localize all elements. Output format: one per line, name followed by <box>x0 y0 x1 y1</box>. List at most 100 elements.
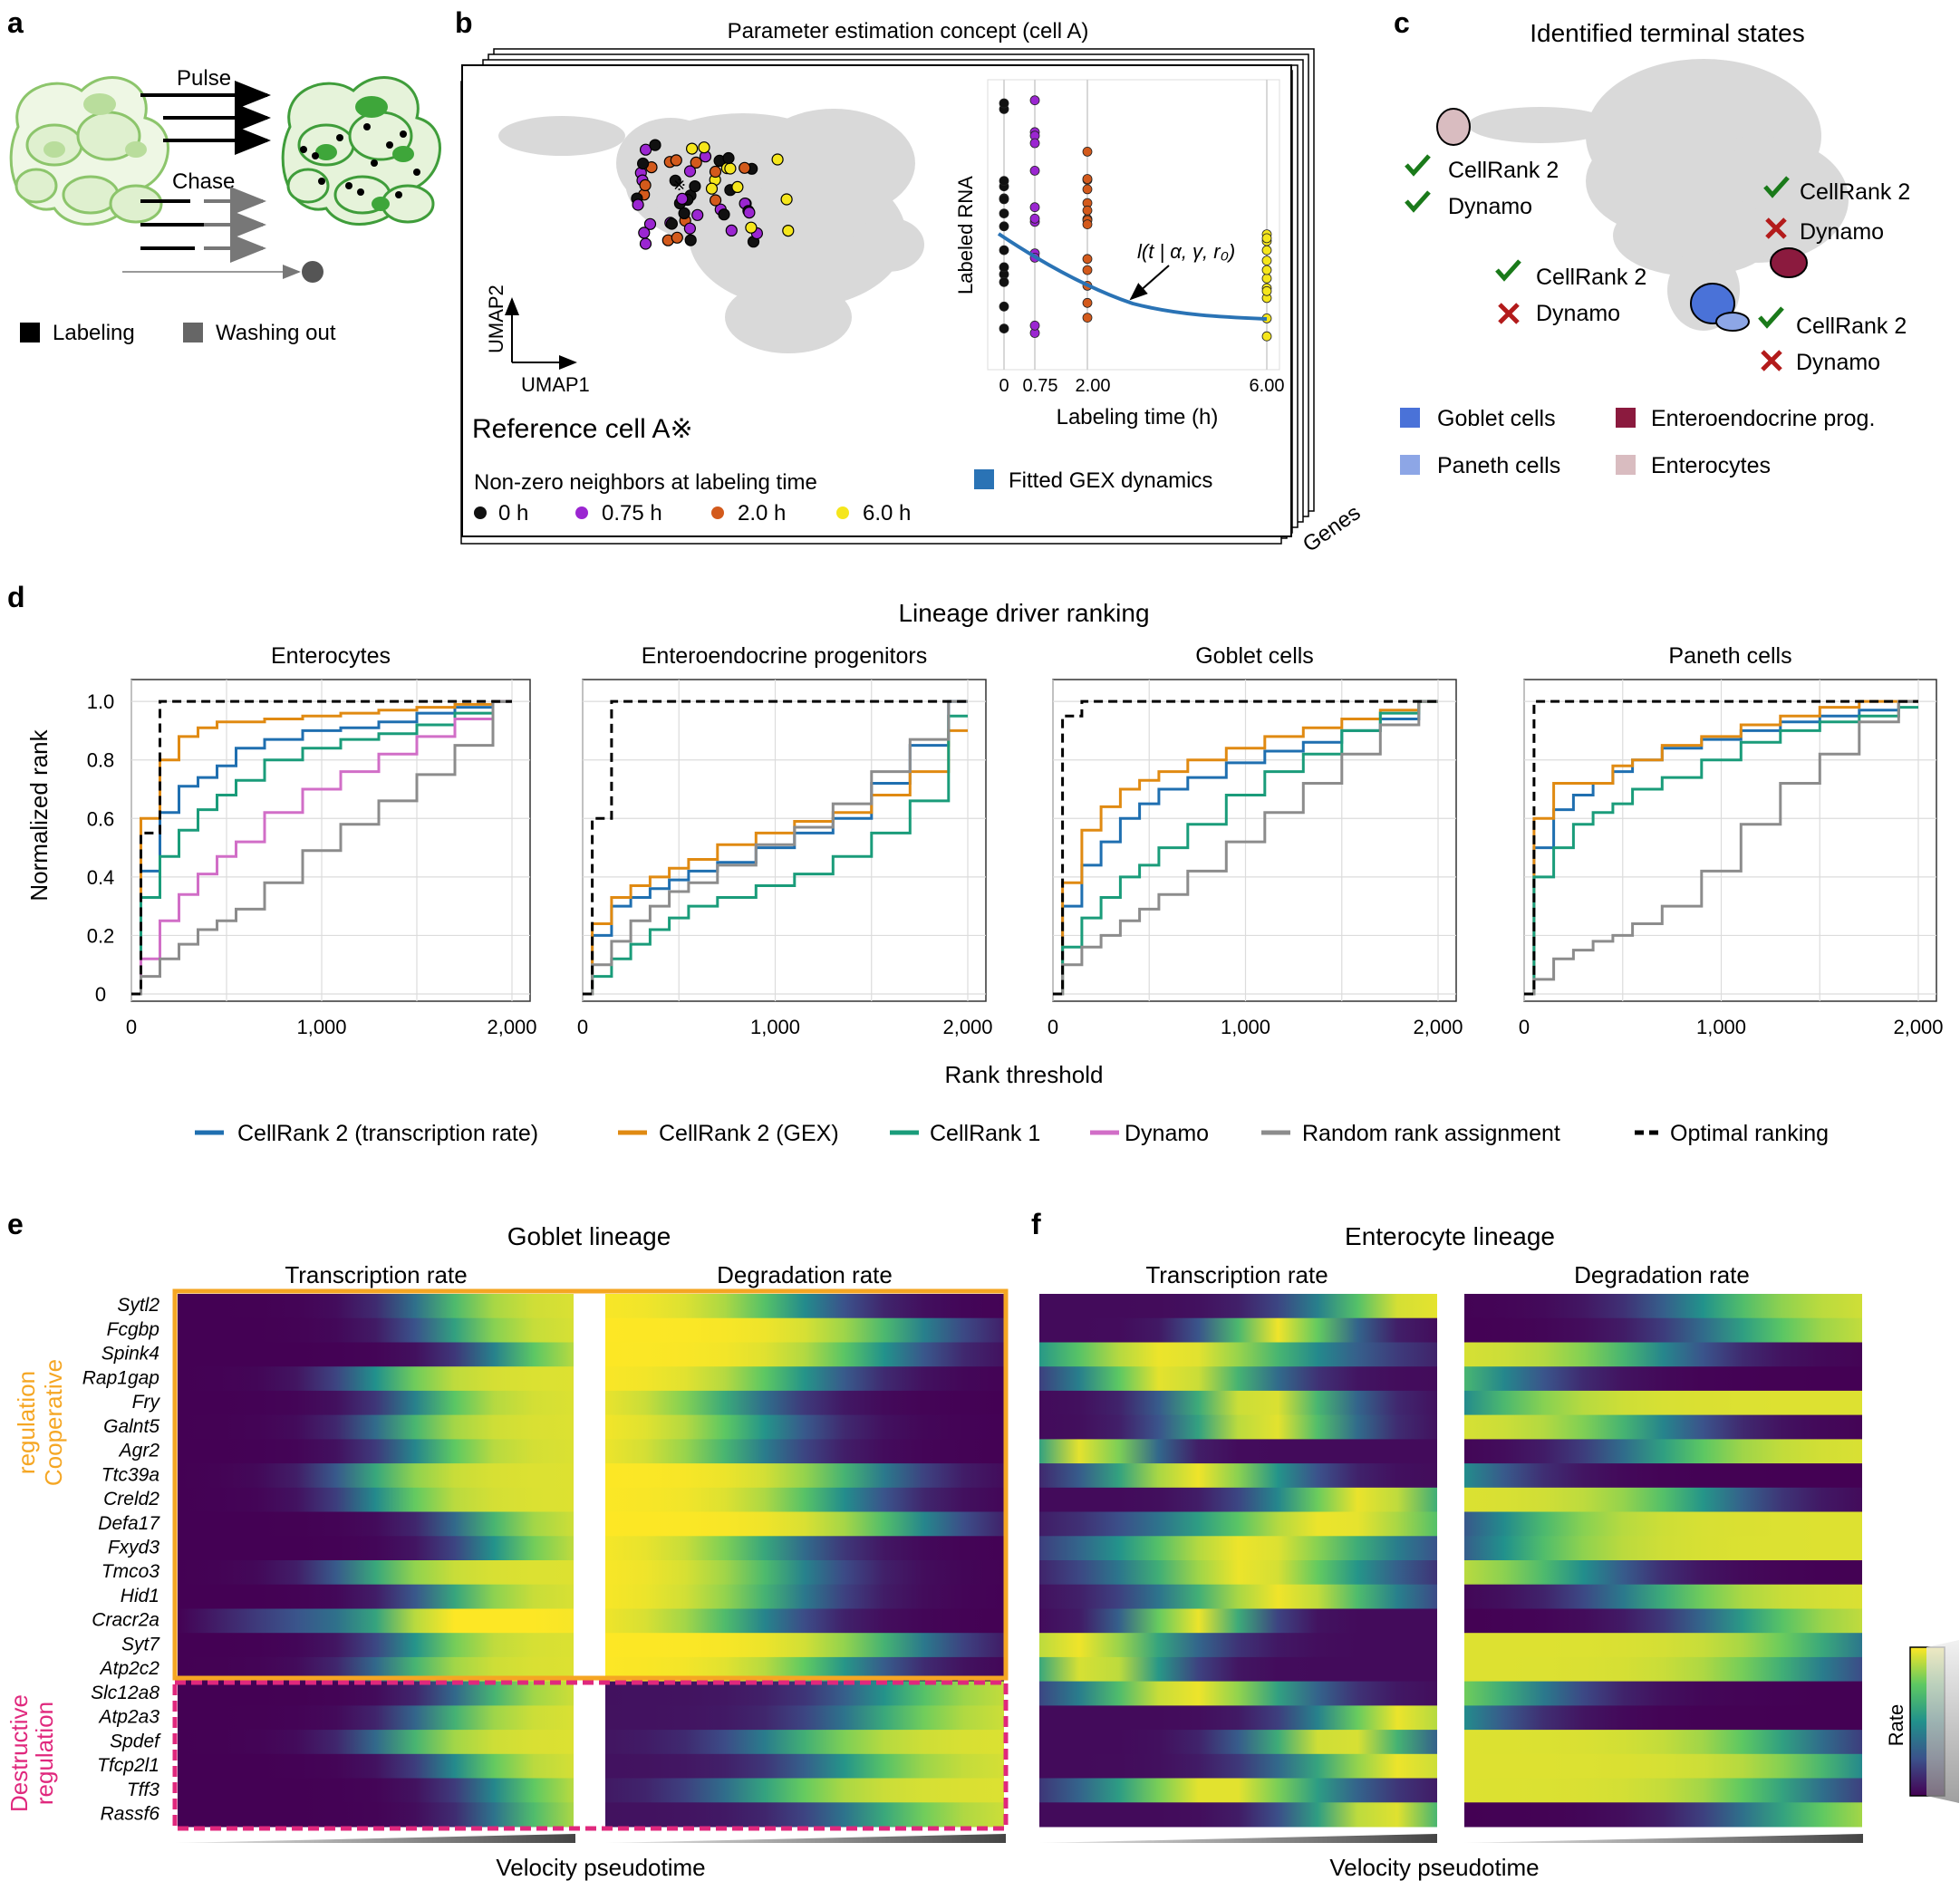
neighbor-point <box>638 227 651 239</box>
heatmap-row <box>1039 1294 1437 1319</box>
colorbar-label: Rate <box>1885 1704 1907 1746</box>
panel-e-title: Goblet lineage <box>507 1222 671 1250</box>
heatmap-row <box>605 1294 1004 1319</box>
heatmap-row <box>178 1633 574 1658</box>
heatmap-row <box>1464 1390 1862 1416</box>
neighbor-points: ※ <box>631 139 795 250</box>
neighbor-point <box>665 217 679 230</box>
heatmap-row <box>605 1317 1004 1343</box>
heatmap-row <box>1039 1705 1437 1731</box>
cooperative-label-line2: regulation <box>13 1371 40 1474</box>
neighbor-point <box>725 224 738 236</box>
neighbor-point <box>698 141 710 154</box>
series-cellrank-2-gex- <box>1053 699 1438 996</box>
e-heatmaps <box>178 1294 1004 1828</box>
gene-label: Tfcp2l1 <box>97 1755 159 1776</box>
heatmap-row <box>178 1705 574 1731</box>
gene-label: Slc12a8 <box>91 1683 159 1703</box>
svg-text:Optimal ranking: Optimal ranking <box>1670 1121 1829 1146</box>
series-optimal-ranking <box>1524 699 1918 996</box>
heatmap-row <box>1464 1487 1862 1512</box>
fitted-curve <box>997 232 1268 321</box>
heatmap-row <box>605 1802 1004 1828</box>
gene-label: Tff3 <box>127 1780 159 1800</box>
paneth-annotation: CellRank 2 Dynamo <box>1758 306 1907 375</box>
labeled-rna-point <box>1261 285 1272 296</box>
svg-text:0 h: 0 h <box>498 501 528 526</box>
heatmap-row <box>178 1342 574 1367</box>
gene-label: Fcgbp <box>107 1319 159 1340</box>
labeled-rna-point <box>1029 213 1040 224</box>
series-cellrank-2-transcription-rate- <box>131 699 512 996</box>
labeled-rna-point <box>1029 165 1040 176</box>
labeled-rna-point <box>1082 174 1093 184</box>
labeled-rna-point <box>1082 254 1093 265</box>
neighbor-point <box>739 161 751 174</box>
destructive-box <box>172 1680 1009 1831</box>
gene-label: Galnt5 <box>103 1416 159 1437</box>
y-tick-label: 0.4 <box>87 866 115 889</box>
svg-text:6.00: 6.00 <box>1250 376 1285 396</box>
heatmap-row <box>1464 1802 1862 1828</box>
gene-label: Fxyd3 <box>108 1538 160 1558</box>
labeled-rna-point <box>1029 320 1040 331</box>
reference-cell-label: Reference cell A※ <box>472 414 693 444</box>
enteroendocrine-cluster <box>1770 247 1808 278</box>
neighbors-legend: 0 h 0.75 h 2.0 h 6.0 h <box>474 501 911 526</box>
gene-label: Ttc39a <box>101 1464 159 1485</box>
panel-a: Pulse Chase Labeling <box>9 66 441 345</box>
heatmap-row <box>178 1390 574 1416</box>
check-icon <box>1763 176 1790 198</box>
chart-frame <box>1052 679 1457 1002</box>
heatmap-row <box>1039 1560 1437 1586</box>
destructive-label-line1: Destructive <box>5 1694 33 1812</box>
labeled-rna-point <box>999 276 1009 287</box>
labeled-rna-point <box>1082 219 1093 230</box>
check-icon <box>1405 154 1431 177</box>
heatmap-row <box>1464 1511 1862 1537</box>
heatmap-row <box>605 1584 1004 1609</box>
neighbor-point <box>643 217 657 230</box>
x-tick-label: 1,000 <box>1696 1016 1746 1038</box>
gene-label: Rap1gap <box>82 1367 159 1388</box>
f-xlabel: Velocity pseudotime <box>1329 1854 1539 1881</box>
series-random-rank-assignment <box>583 699 968 996</box>
panel-letter-f: f <box>1031 1208 1041 1240</box>
heatmap-row <box>1039 1802 1437 1828</box>
neighbor-point <box>709 165 722 178</box>
heatmap-row <box>1464 1608 1862 1634</box>
x-tick-label: 2,000 <box>1893 1016 1943 1038</box>
gene-label: Rassf6 <box>101 1804 160 1825</box>
labeled-rna-point <box>999 262 1009 273</box>
terminal-state-annotations: CellRank 2 Dynamo CellRank 2 Dynamo Cell… <box>1405 154 1910 375</box>
fitted-legend: Fitted GEX dynamics <box>1009 468 1212 493</box>
rate-wedge <box>1926 1640 1959 1803</box>
series-cellrank-1 <box>1524 706 1918 996</box>
enterocytes-cluster <box>1436 108 1471 146</box>
svg-text:CellRank 1: CellRank 1 <box>930 1121 1040 1146</box>
panel-d-title: Lineage driver ranking <box>898 599 1149 627</box>
chart-2: Goblet cells 0 1,000 2,000 <box>1048 643 1463 1038</box>
svg-text:CellRank 2 (transcription rate: CellRank 2 (transcription rate) <box>237 1121 538 1146</box>
neighbor-point <box>718 208 730 221</box>
heatmap-row <box>1039 1317 1437 1343</box>
panel-b-title: Parameter estimation concept (cell A) <box>728 19 1089 43</box>
neighbor-point <box>743 207 756 219</box>
neighbor-point <box>632 198 644 211</box>
heatmap-row <box>178 1753 574 1779</box>
labeled-rna-point <box>999 176 1009 187</box>
chart-title: Enteroendocrine progenitors <box>642 643 927 669</box>
neighbor-point <box>669 174 681 187</box>
labeled-rna-point <box>1029 138 1040 149</box>
heatmap-row <box>1039 1656 1437 1683</box>
series-cellrank-1 <box>1053 699 1438 996</box>
x-tick-label: 1,000 <box>1221 1016 1270 1038</box>
heatmap-row <box>605 1705 1004 1731</box>
neighbor-point <box>684 234 697 246</box>
chart-frame <box>1523 679 1937 1002</box>
heatmap-row <box>1039 1390 1437 1416</box>
neighbor-point <box>639 237 652 250</box>
neighbor-point <box>771 153 784 166</box>
svg-text:CellRank 2: CellRank 2 <box>1800 179 1910 205</box>
